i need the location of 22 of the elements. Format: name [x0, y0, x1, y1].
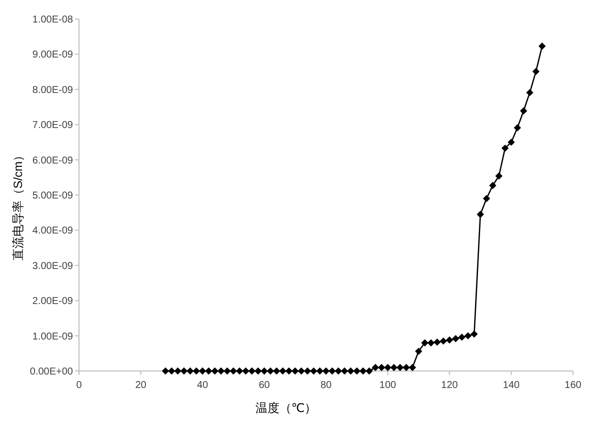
x-tick-label: 140	[502, 380, 520, 391]
x-tick-label: 120	[441, 380, 458, 391]
y-tick-label: 1.00E-08	[32, 14, 74, 26]
y-tick-label: 4.00E-09	[32, 226, 74, 237]
y-axis-title: 直流电导率（S/cm）	[11, 149, 25, 261]
x-tick-label: 80	[320, 380, 332, 391]
x-tick-label: 100	[379, 380, 397, 391]
y-tick-label: 3.00E-09	[32, 260, 74, 272]
y-tick-label: 0.00E+00	[30, 366, 74, 378]
y-tick-label: 6.00E-09	[32, 155, 74, 166]
x-tick-label: 20	[135, 380, 147, 391]
y-tick-label: 8.00E-09	[32, 84, 74, 96]
x-axis-title: 温度（℃）	[255, 401, 317, 415]
y-tick-label: 2.00E-09	[32, 296, 74, 308]
y-tick-label: 7.00E-09	[32, 120, 74, 132]
y-tick-label: 9.00E-09	[32, 50, 74, 61]
x-tick-label: 160	[564, 380, 582, 391]
x-tick-label: 40	[196, 380, 208, 391]
x-tick-label: 60	[258, 380, 270, 391]
x-tick-label: 0	[76, 380, 82, 391]
y-tick-label: 1.00E-09	[32, 331, 74, 342]
y-tick-label: 5.00E-09	[32, 190, 74, 202]
